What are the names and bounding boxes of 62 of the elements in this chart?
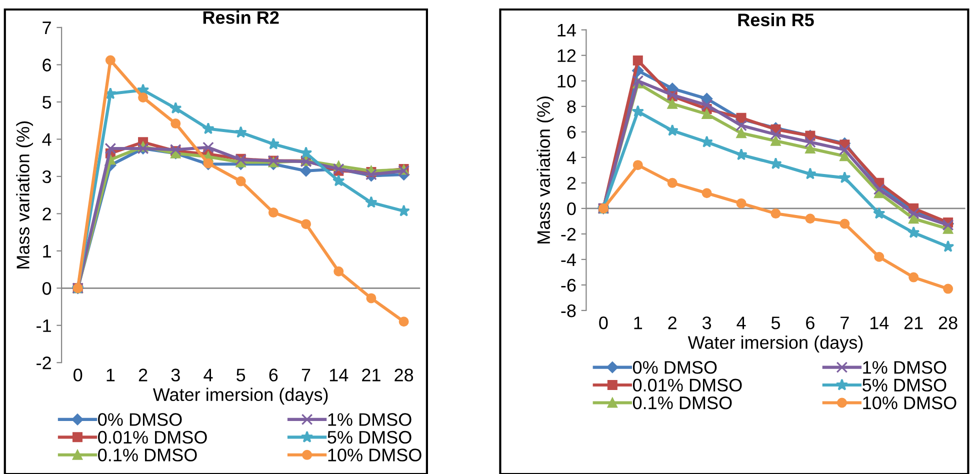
x-axis-title: Water imersion (days) bbox=[688, 336, 863, 352]
y-tick-label: -1 bbox=[36, 319, 51, 332]
legend-label: 10% DMSO bbox=[863, 396, 956, 410]
x-tick-label: 21 bbox=[904, 316, 923, 330]
y-tick-label: 7 bbox=[42, 22, 51, 34]
x-tick-label: 4 bbox=[204, 368, 213, 382]
y-tick-label: 8 bbox=[567, 100, 576, 114]
legend-label: 0% DMSO bbox=[98, 413, 182, 426]
y-axis-title: Mass variation (%) bbox=[16, 121, 33, 268]
x-tick-label: 7 bbox=[302, 368, 310, 382]
x-tick-label: 1 bbox=[106, 368, 115, 382]
x-tick-label: 1 bbox=[634, 316, 642, 330]
y-tick-label: -2 bbox=[36, 356, 51, 370]
y-tick-label: 4 bbox=[42, 133, 52, 146]
y-tick-label: 3 bbox=[42, 170, 52, 184]
y-tick-label: 2 bbox=[567, 176, 576, 190]
legend-label: 1% DMSO bbox=[328, 413, 412, 426]
y-tick-label: 0 bbox=[567, 202, 576, 216]
y-tick-label: -8 bbox=[561, 304, 576, 318]
chart-title: Resin R5 bbox=[738, 13, 814, 26]
legend-label: 0.01% DMSO bbox=[98, 430, 207, 444]
y-tick-label: 6 bbox=[42, 58, 52, 72]
x-tick-label: 5 bbox=[771, 316, 780, 330]
x-tick-label: 14 bbox=[870, 316, 889, 330]
y-tick-label: 0 bbox=[42, 282, 52, 295]
y-tick-label: 5 bbox=[42, 96, 52, 109]
x-tick-label: 3 bbox=[702, 316, 712, 330]
legend-label: 5% DMSO bbox=[862, 378, 946, 392]
x-axis-title: Water imersion (days) bbox=[152, 388, 328, 405]
legend-label: 0.1% DMSO bbox=[98, 448, 197, 462]
legend-label: 0.01% DMSO bbox=[632, 378, 742, 392]
x-tick-label: 2 bbox=[138, 368, 148, 382]
x-tick-label: 6 bbox=[269, 368, 278, 382]
y-axis-title: Mass variation (%) bbox=[536, 96, 554, 244]
y-tick-label: 12 bbox=[558, 49, 576, 62]
x-tick-label: 21 bbox=[362, 368, 380, 382]
y-tick-label: 4 bbox=[566, 152, 576, 164]
legend-label: 0.1% DMSO bbox=[632, 396, 732, 410]
x-tick-label: 0 bbox=[599, 316, 608, 330]
x-tick-label: 3 bbox=[171, 368, 180, 382]
y-tick-label: -6 bbox=[561, 278, 576, 292]
x-tick-label: 5 bbox=[236, 368, 246, 382]
x-tick-label: 14 bbox=[330, 368, 348, 382]
y-tick-label: -4 bbox=[561, 254, 576, 266]
legend-label: 0% DMSO bbox=[632, 361, 717, 374]
legend-label: 5% DMSO bbox=[328, 430, 412, 444]
x-tick-label: 28 bbox=[938, 316, 958, 330]
y-tick-label: 1 bbox=[43, 245, 51, 258]
y-tick-label: 10 bbox=[558, 74, 576, 88]
x-tick-label: 28 bbox=[394, 368, 414, 382]
y-tick-label: 14 bbox=[558, 24, 576, 36]
x-tick-label: 6 bbox=[806, 316, 814, 330]
legend-label: 1% DMSO bbox=[863, 361, 946, 374]
y-tick-label: -2 bbox=[561, 228, 576, 240]
y-tick-label: 6 bbox=[567, 126, 576, 139]
chart-title: Resin R2 bbox=[203, 10, 279, 24]
x-tick-label: 7 bbox=[840, 316, 849, 330]
x-tick-label: 0 bbox=[74, 368, 82, 382]
y-tick-label: 2 bbox=[42, 208, 51, 220]
x-tick-label: 4 bbox=[736, 316, 746, 330]
legend-label: 10% DMSO bbox=[328, 448, 422, 462]
x-tick-label: 2 bbox=[668, 316, 676, 330]
